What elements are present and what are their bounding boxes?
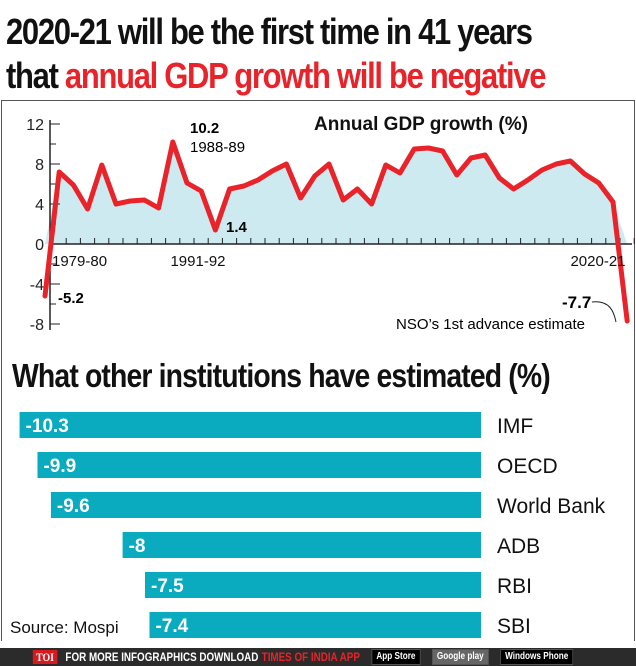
- data-point: [412, 147, 416, 151]
- data-point: [327, 162, 331, 166]
- data-point: [142, 198, 146, 202]
- data-point: [100, 163, 104, 167]
- annotation-last-note: NSO’s 1st advance estimate: [396, 316, 585, 333]
- annotation-last: -7.7: [562, 293, 591, 312]
- bar-value-label: -10.3: [26, 416, 69, 437]
- data-point: [171, 140, 175, 144]
- bar: [145, 572, 481, 598]
- data-point: [526, 178, 530, 182]
- data-point: [284, 162, 288, 166]
- data-point: [441, 149, 445, 153]
- y-tick-label: 4: [35, 197, 44, 214]
- data-point: [483, 153, 487, 157]
- data-point: [86, 207, 90, 211]
- bar-chart-title: What other institutions have estimated (…: [12, 357, 551, 394]
- annotation-peak: 10.2: [190, 120, 219, 137]
- annotation-first: -5.2: [58, 290, 84, 307]
- headline-line1: 2020-21 will be the first time in 41 yea…: [6, 11, 533, 52]
- data-point: [270, 169, 274, 173]
- footer-content: TOI FOR MORE INFOGRAPHICS DOWNLOAD TIMES…: [0, 648, 574, 666]
- y-tick-label: 12: [26, 117, 44, 134]
- toi-logo[interactable]: TOI: [32, 650, 58, 664]
- data-point: [199, 189, 203, 193]
- data-point: [128, 199, 132, 203]
- bar-category-label: World Bank: [497, 495, 606, 518]
- data-point: [554, 162, 558, 166]
- bar: [122, 532, 481, 558]
- data-point: [185, 181, 189, 185]
- headline-prefix: that: [6, 55, 65, 96]
- annotation-low: 1.4: [226, 219, 248, 236]
- data-point: [469, 156, 473, 160]
- bar-category-label: RBI: [497, 575, 532, 598]
- annotation-peak-year: 1988-89: [190, 139, 245, 156]
- area-fill: [45, 142, 628, 244]
- bar-category-label: ADB: [497, 535, 540, 558]
- y-tick-label: -4: [30, 277, 44, 294]
- line-chart-title: Annual GDP growth (%): [314, 114, 528, 135]
- gdp-line: [42, 139, 630, 324]
- charts-svg: 12 8 4 0 -4 -8 Annual GDP growth (%) 1979-80 199…: [19, 114, 635, 638]
- footer-app-link[interactable]: TIMES OF INDIA APP: [261, 650, 360, 664]
- data-point: [71, 183, 75, 187]
- data-point: [583, 172, 587, 176]
- data-point: [355, 187, 359, 191]
- y-tick-label: 8: [35, 157, 44, 174]
- y-tick-label: 0: [35, 237, 44, 254]
- bar-value-label: -8: [129, 536, 146, 557]
- headline-highlight: annual GDP growth will be negative: [64, 55, 547, 96]
- footer-bar: TOI FOR MORE INFOGRAPHICS DOWNLOAD TIMES…: [0, 648, 636, 666]
- data-point: [256, 178, 260, 182]
- data-point: [398, 171, 402, 175]
- bar-category-label: SBI: [497, 615, 531, 638]
- y-tick-label: -8: [30, 317, 44, 334]
- data-point: [426, 146, 430, 150]
- x-tick-label: 1979-80: [52, 253, 107, 270]
- data-point: [43, 294, 47, 298]
- data-point: [512, 187, 516, 191]
- x-tick-label: 1991-92: [170, 253, 225, 270]
- bar-value-label: -9.6: [57, 496, 90, 517]
- source-note: Source: Mospi: [10, 618, 119, 637]
- data-point: [57, 170, 61, 174]
- data-point: [228, 187, 232, 191]
- windows-phone-badge[interactable]: Windows Phone: [500, 649, 574, 665]
- data-point: [313, 174, 317, 178]
- data-point: [625, 319, 629, 323]
- bar-value-label: -7.4: [155, 616, 188, 637]
- data-point: [597, 181, 601, 185]
- bar: [37, 452, 481, 478]
- bar: [50, 492, 482, 518]
- data-point: [540, 168, 544, 172]
- bar: [149, 612, 482, 638]
- x-tick-label: 2020-21: [570, 253, 625, 270]
- data-point: [114, 202, 118, 206]
- chart-frame: [1, 100, 635, 641]
- bar-value-label: -7.5: [151, 576, 184, 597]
- data-point: [299, 196, 303, 200]
- bar-category-label: OECD: [497, 455, 558, 478]
- data-point: [497, 176, 501, 180]
- data-point: [157, 206, 161, 210]
- data-point: [213, 228, 217, 232]
- footer-text: FOR MORE INFOGRAPHICS DOWNLOAD: [65, 650, 259, 664]
- headline-line2: that annual GDP growth will be negative: [6, 55, 547, 96]
- data-point: [568, 159, 572, 163]
- data-point: [370, 202, 374, 206]
- data-point: [242, 184, 246, 188]
- data-point: [455, 173, 459, 177]
- bar-category-label: IMF: [497, 415, 533, 438]
- google-play-badge[interactable]: Google play: [431, 649, 489, 665]
- bar: [19, 412, 482, 438]
- app-store-badge[interactable]: App Store: [371, 649, 421, 665]
- data-point: [341, 198, 345, 202]
- data-point: [384, 163, 388, 167]
- annotation-leader: [591, 301, 617, 323]
- data-point: [611, 200, 615, 204]
- bar-value-label: -9.9: [43, 456, 76, 477]
